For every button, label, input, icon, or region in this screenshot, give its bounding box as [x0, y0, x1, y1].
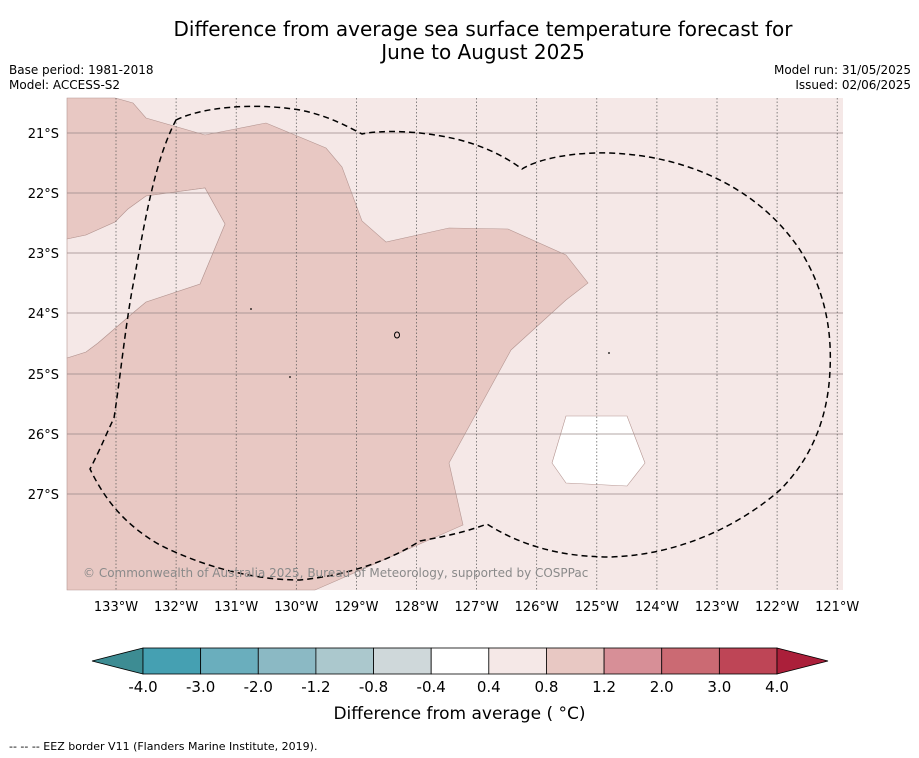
colorbar-segment — [603, 647, 663, 675]
longitude-label: 123°W — [695, 600, 739, 615]
latitude-label: 23°S — [28, 247, 59, 262]
colorbar-extend-high — [776, 647, 829, 675]
longitude-label: 124°W — [635, 600, 679, 615]
colorbar: -4.0 -3.0 -2.0 -1.2 -0.8 -0.4 0.4 0.8 1.2 2.0 3.0 4… — [91, 647, 829, 696]
colorbar-segment — [488, 647, 547, 675]
colorbar-tick-label: -1.2 — [301, 678, 330, 696]
title-line-1: Difference from average sea surface temp… — [173, 17, 793, 41]
latitude-labels: 21°S 22°S 23°S 24°S 25°S 26°S 27°S — [28, 127, 59, 503]
colorbar-extend-low — [91, 647, 144, 675]
colorbar-segment — [718, 647, 778, 675]
chart-title: Difference from average sea surface temp… — [0, 18, 919, 64]
latitude-label: 26°S — [28, 428, 59, 443]
model-run: Model run: 31/05/2025 — [773, 63, 911, 77]
base-info: Base period: 1981-2018 Model: ACCESS-S2 — [9, 63, 154, 93]
run-info: Model run: 31/05/2025 Issued: 02/06/2025 — [774, 63, 911, 93]
longitude-label: 122°W — [755, 600, 799, 615]
longitude-label: 132°W — [154, 600, 198, 615]
map-canvas: 21°S22°S23°S24°S25°S26°S27°S 133°W 132°W 1… — [28, 97, 860, 696]
colorbar-segment — [142, 647, 202, 675]
island-marker — [289, 376, 291, 378]
longitude-label: 125°W — [575, 600, 619, 615]
colorbar-tick-label: 4.0 — [765, 678, 789, 696]
colorbar-tick-label: 0.8 — [535, 678, 559, 696]
longitude-label: 133°W — [94, 600, 138, 615]
latitude-label: 24°S — [28, 307, 59, 322]
longitude-label: 130°W — [274, 600, 318, 615]
colorbar-tick-label: 3.0 — [707, 678, 731, 696]
longitude-label: 131°W — [214, 600, 258, 615]
colorbar-tick-label: -0.4 — [417, 678, 446, 696]
colorbar-tick-label: 2.0 — [650, 678, 674, 696]
longitude-label: 126°W — [515, 600, 559, 615]
longitude-label: 129°W — [334, 600, 378, 615]
colorbar-title: Difference from average ( °C) — [333, 704, 586, 724]
colorbar-segment — [257, 647, 317, 675]
title-line-2: June to August 2025 — [381, 40, 585, 64]
latitude-label: 27°S — [28, 488, 59, 503]
colorbar-segment — [200, 647, 259, 675]
island-marker — [608, 352, 610, 354]
island-marker — [250, 308, 252, 310]
colorbar-tick-label: -4.0 — [128, 678, 157, 696]
colorbar-segment — [661, 647, 720, 675]
longitude-label: 121°W — [815, 600, 859, 615]
model-name: Model: ACCESS-S2 — [9, 78, 121, 92]
copyright-text: © Commonwealth of Australia 2025, Bureau… — [83, 566, 588, 580]
eez-border — [89, 105, 832, 581]
colorbar-tick-label: -2.0 — [244, 678, 273, 696]
island-marker — [394, 331, 400, 339]
issued-date: Issued: 02/06/2025 — [795, 78, 911, 92]
colorbar-tick-label: -0.8 — [359, 678, 388, 696]
colorbar-tick-label: 0.4 — [477, 678, 501, 696]
colorbar-segment — [315, 647, 374, 675]
latitude-label: 22°S — [28, 187, 59, 202]
colorbar-tick-label: 1.2 — [592, 678, 616, 696]
base-period: Base period: 1981-2018 — [9, 63, 154, 77]
longitude-label: 128°W — [394, 600, 438, 615]
neutral-anomaly-patch — [551, 415, 646, 487]
longitude-labels: 133°W 132°W 131°W 130°W 129°W 128°W 127°W 126°W… — [94, 600, 860, 615]
longitude-label: 127°W — [455, 600, 499, 615]
light-anomaly-patch — [66, 187, 226, 359]
eez-footnote: -- -- -- EEZ border V11 (Flanders Marine… — [9, 740, 318, 753]
colorbar-segment — [430, 647, 490, 675]
graticule — [67, 98, 843, 590]
colorbar-segment — [373, 647, 432, 675]
latitude-label: 21°S — [28, 127, 59, 142]
colorbar-tick-label: -3.0 — [186, 678, 215, 696]
latitude-label: 25°S — [28, 368, 59, 383]
colorbar-segment — [546, 647, 605, 675]
